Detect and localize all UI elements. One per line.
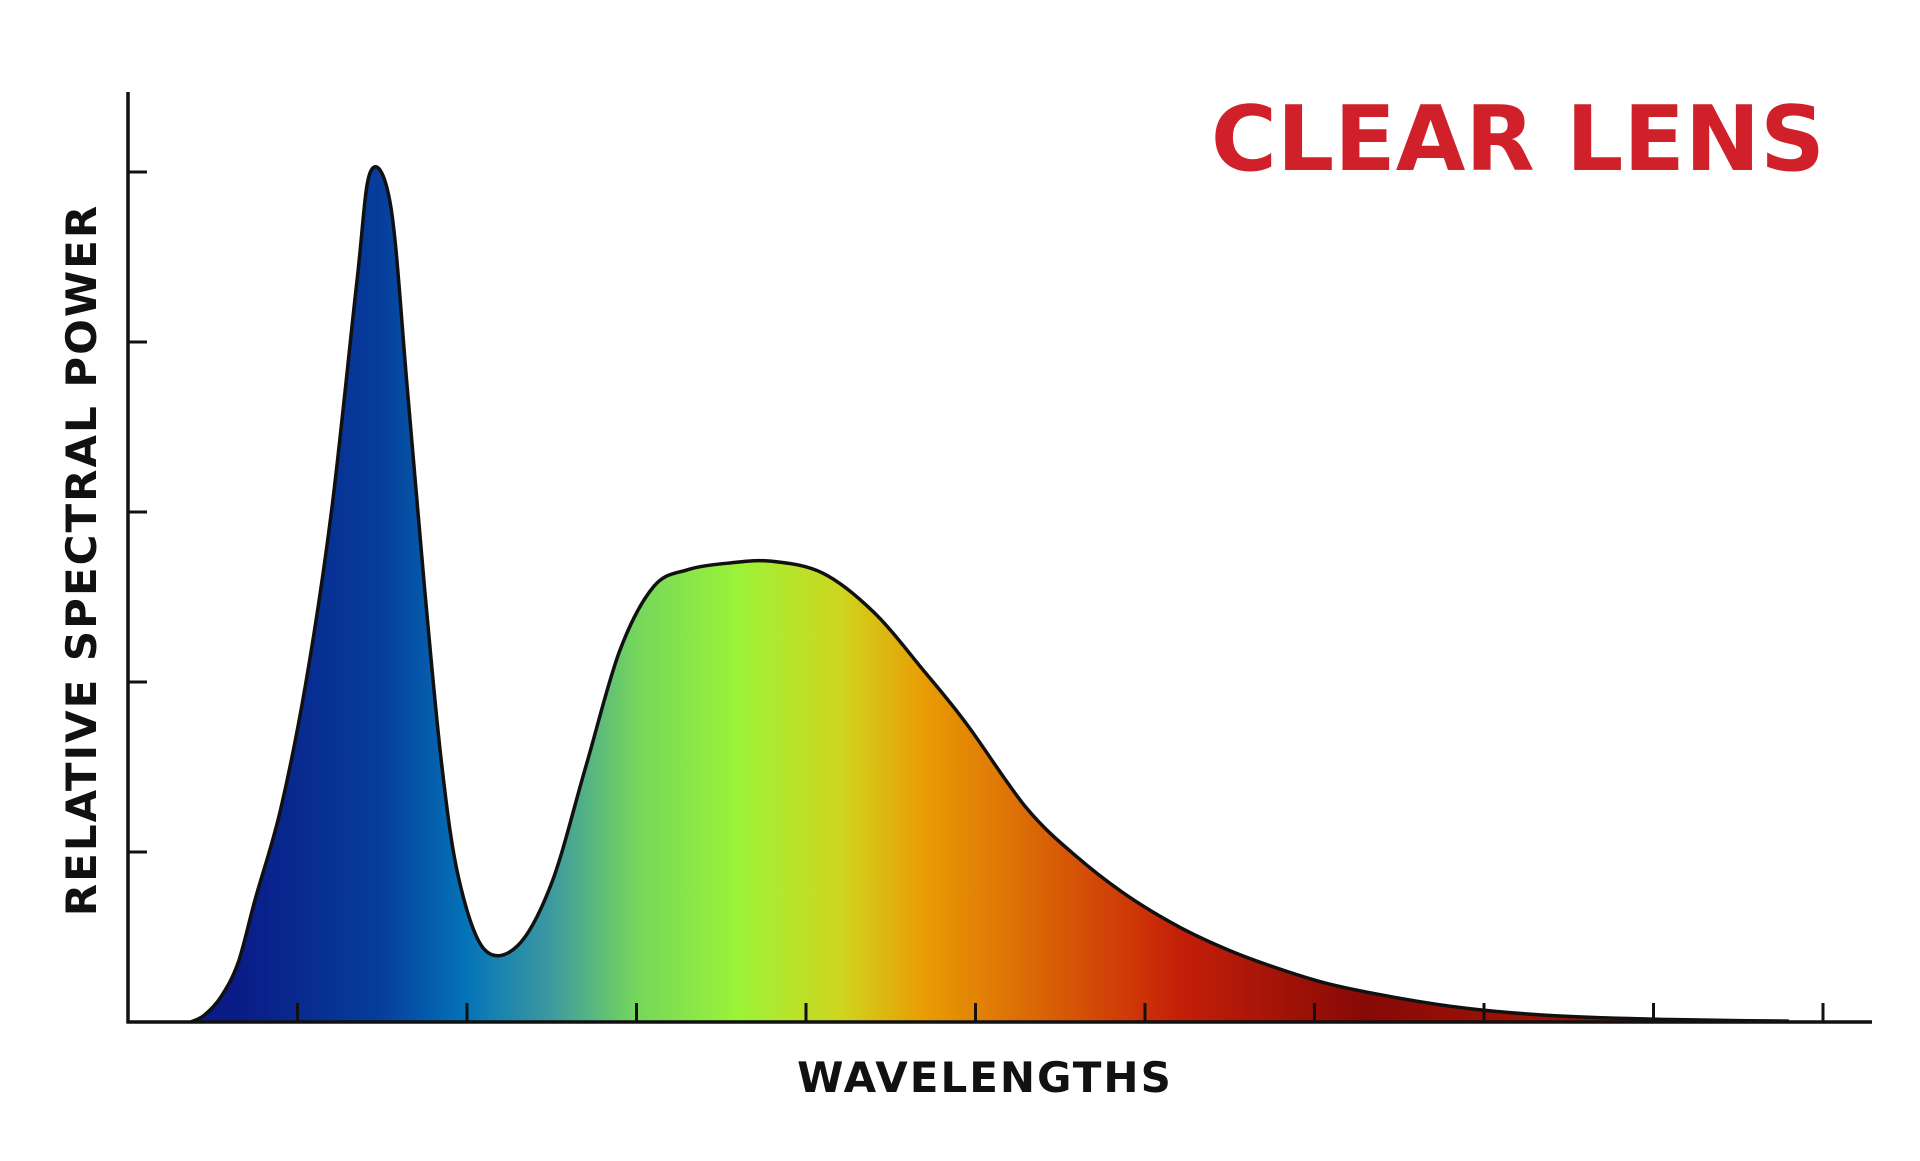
spectrum-area [190,166,1790,1023]
spectrum-outline [189,165,1790,1024]
y-axis-label: RELATIVE SPECTRAL POWER [57,204,106,916]
plot-area [126,92,1872,1024]
x-axis-label: WAVELENGTHS [797,1053,1173,1102]
chart-title: CLEAR LENS [1211,87,1825,192]
